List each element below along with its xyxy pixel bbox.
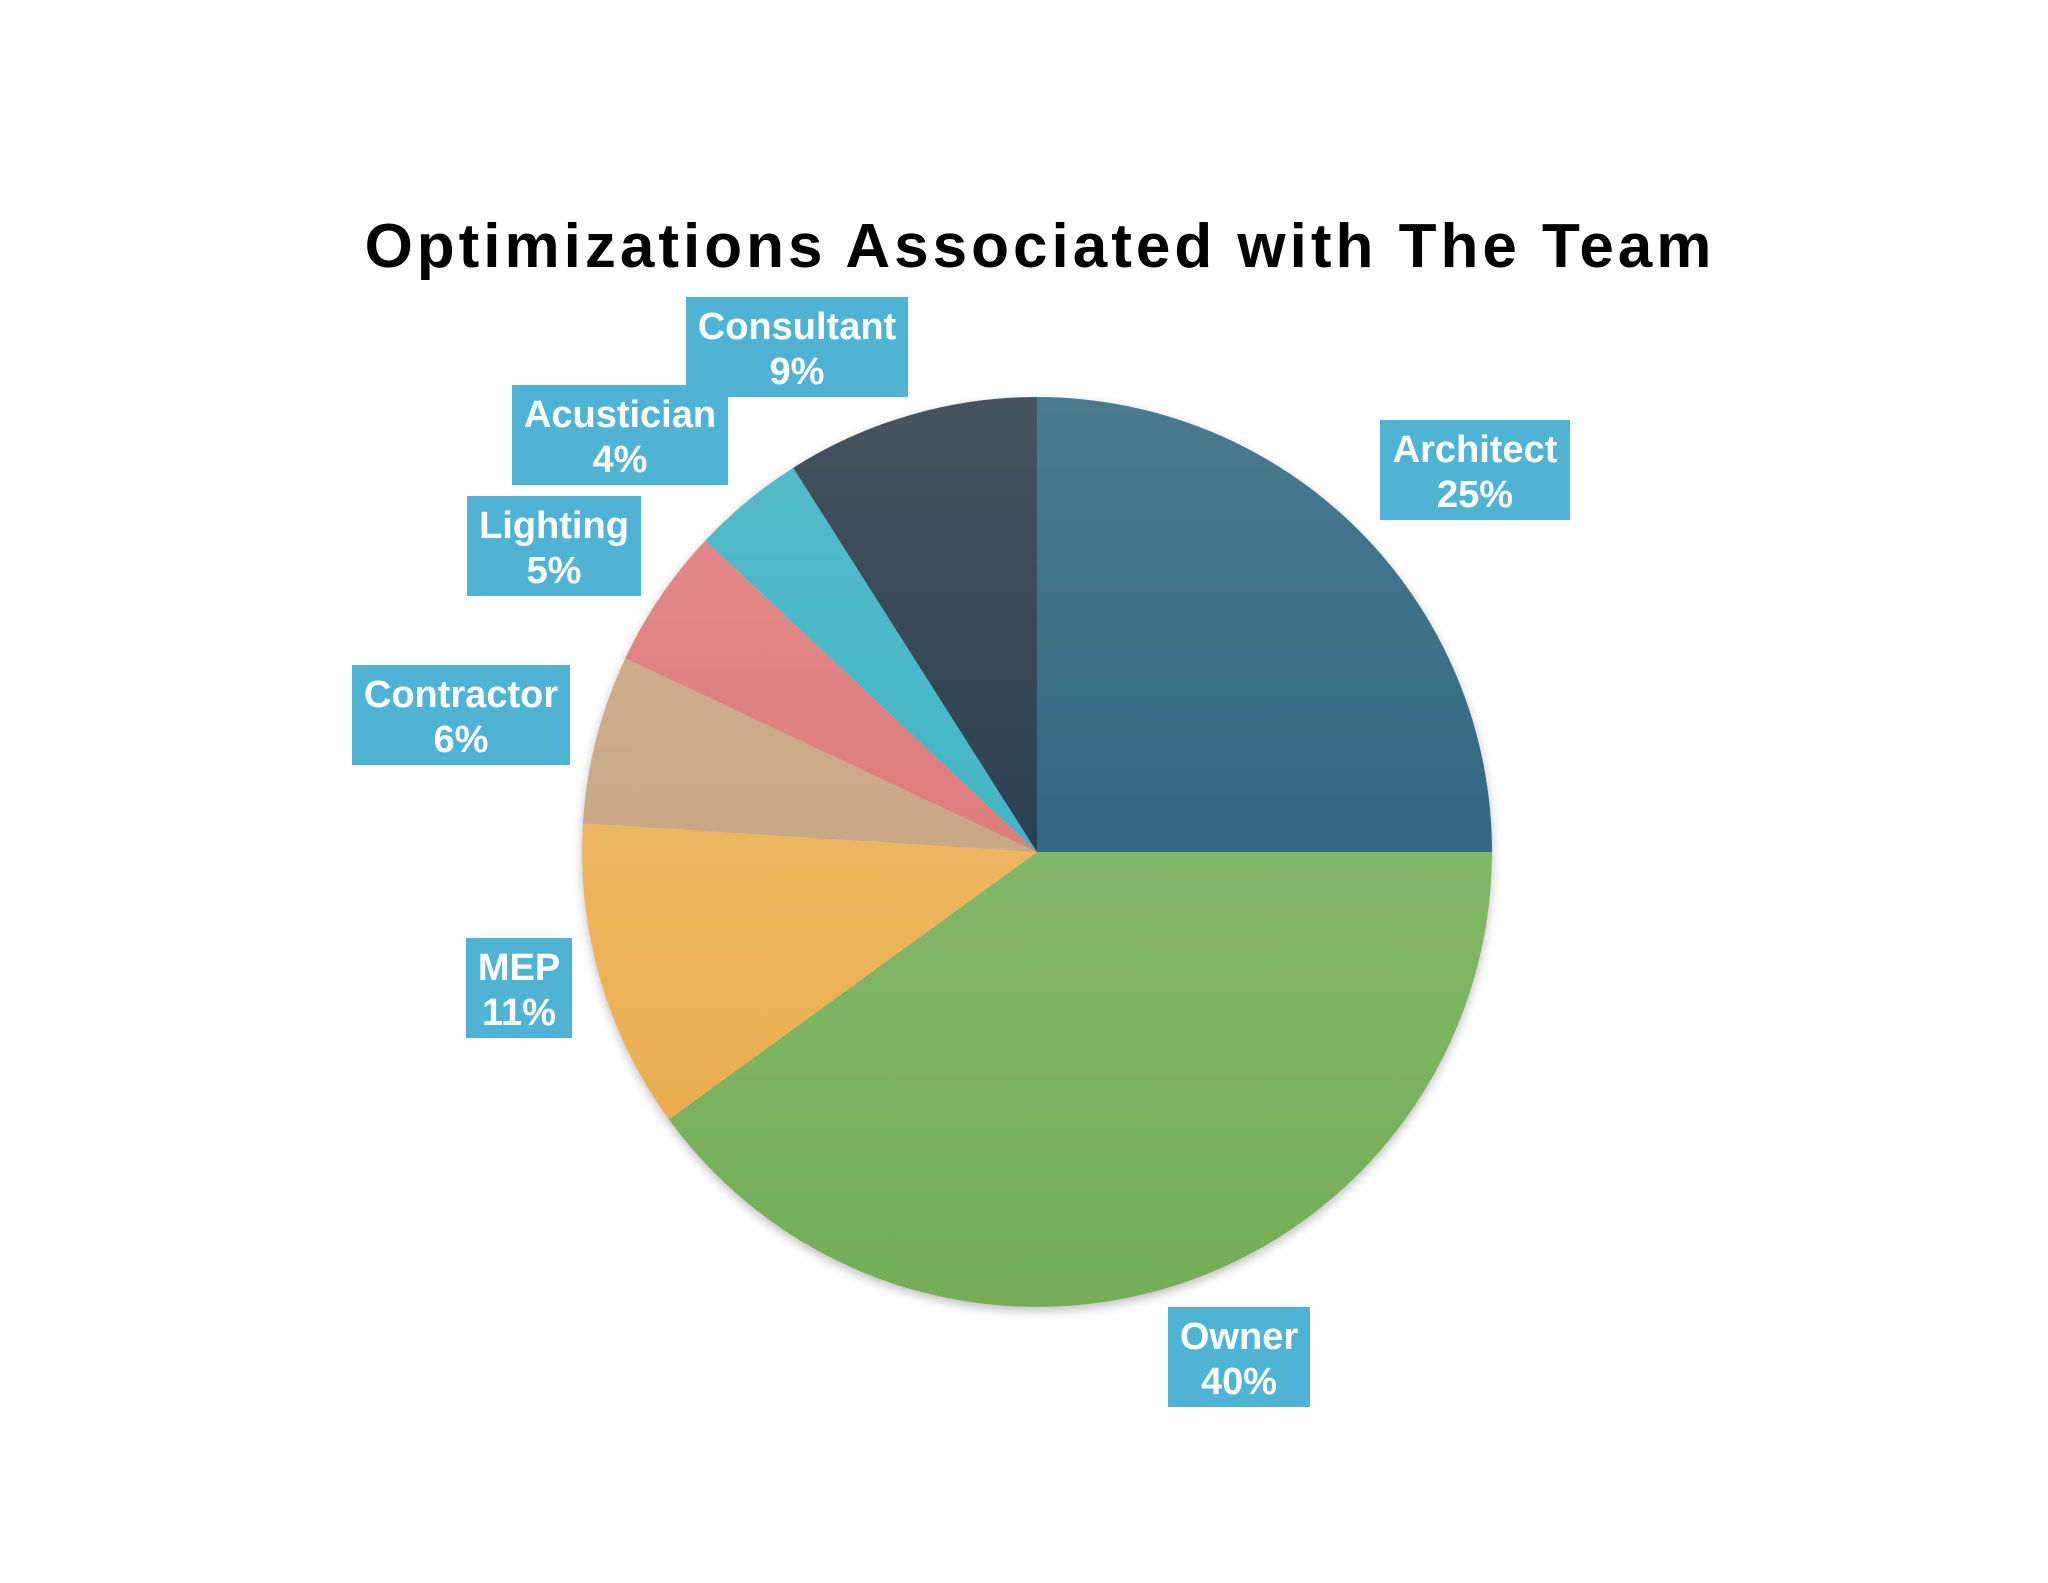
data-label-box bbox=[1168, 1307, 1310, 1407]
pie-slice-mep bbox=[582, 823, 1037, 1120]
pie-slice-lighting bbox=[625, 540, 1037, 852]
chart-title: Optimizations Associated with The Team bbox=[365, 212, 1716, 281]
data-label-box bbox=[512, 385, 728, 485]
data-label-value: 4% bbox=[593, 439, 648, 481]
data-label-category: Lighting bbox=[479, 505, 629, 547]
data-label-box bbox=[1380, 420, 1570, 520]
data-label-box bbox=[352, 665, 570, 765]
data-label-category: Consultant bbox=[698, 306, 897, 348]
data-label-value: 9% bbox=[770, 351, 825, 393]
data-label-category: Architect bbox=[1393, 429, 1558, 471]
pie-slice-architect bbox=[1037, 397, 1492, 852]
slices-layer bbox=[582, 397, 1492, 1307]
data-label-box bbox=[686, 297, 908, 397]
data-label-box bbox=[466, 938, 572, 1038]
pie-slice-acustician bbox=[705, 467, 1037, 852]
data-label-value: 6% bbox=[434, 719, 489, 761]
pie-slice-consultant bbox=[793, 397, 1037, 852]
data-label-value: 25% bbox=[1437, 474, 1513, 516]
data-label-category: Owner bbox=[1180, 1316, 1298, 1358]
data-label-category: MEP bbox=[478, 947, 560, 989]
data-label-value: 11% bbox=[482, 992, 556, 1034]
data-label-value: 40% bbox=[1201, 1361, 1277, 1403]
data-label-box bbox=[467, 496, 641, 596]
pie-slice-contractor bbox=[582, 658, 1037, 852]
data-label-category: Contractor bbox=[364, 674, 558, 716]
data-label-value: 5% bbox=[527, 550, 582, 592]
pie-slice-owner bbox=[668, 852, 1492, 1307]
data-label-category: Acustician bbox=[524, 394, 716, 436]
pie-slices bbox=[582, 397, 1492, 1307]
